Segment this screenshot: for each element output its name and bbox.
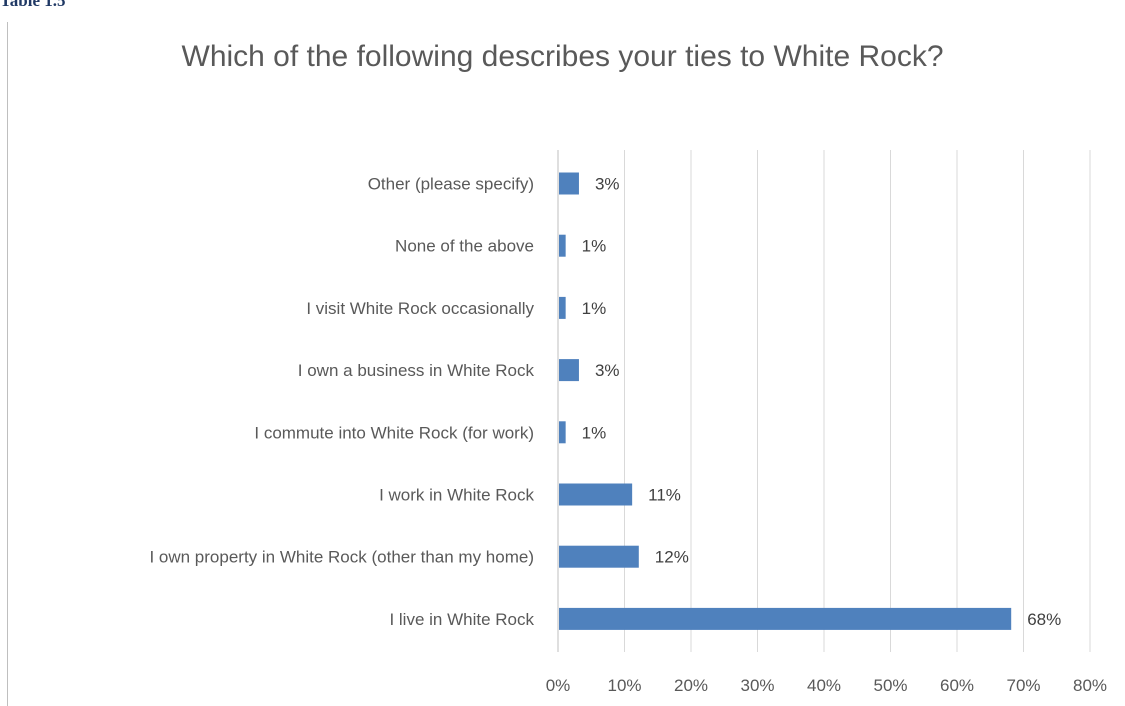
category-label: Other (please specify) — [368, 175, 534, 194]
bar — [559, 296, 566, 319]
category-label: I commute into White Rock (for work) — [254, 423, 534, 442]
data-label: 1% — [582, 237, 607, 256]
gridlines — [557, 150, 1091, 652]
x-tick-label: 40% — [807, 676, 841, 695]
bar — [559, 545, 639, 568]
x-tick-label: 0% — [546, 676, 571, 695]
bar — [559, 234, 566, 257]
data-label: 68% — [1027, 610, 1061, 629]
page-border-line — [7, 22, 8, 706]
table-caption: Table 1.5 — [0, 0, 66, 10]
category-label: I own property in White Rock (other than… — [149, 548, 534, 567]
chart-title: Which of the following describes your ti… — [181, 40, 944, 73]
data-label: 12% — [655, 548, 689, 567]
x-tick-label: 10% — [607, 676, 641, 695]
category-label: I work in White Rock — [379, 486, 534, 505]
category-label: I visit White Rock occasionally — [306, 299, 534, 318]
data-label: 1% — [582, 423, 607, 442]
x-tick-label: 80% — [1073, 676, 1107, 695]
x-tick-label: 30% — [740, 676, 774, 695]
bar — [559, 607, 1012, 630]
data-label: 3% — [595, 175, 620, 194]
bar — [559, 421, 566, 444]
bar — [559, 359, 579, 382]
category-label: None of the above — [395, 237, 534, 256]
x-tick-label: 20% — [674, 676, 708, 695]
bar — [559, 172, 579, 195]
x-tick-label: 50% — [873, 676, 907, 695]
bar — [559, 483, 633, 506]
labels: 0% 10% 20% 30% 40% 50% 60% 70% 80% Other (please … — [149, 175, 1107, 696]
category-label: I live in White Rock — [389, 610, 534, 629]
x-tick-label: 60% — [940, 676, 974, 695]
bars — [559, 172, 1012, 630]
data-label: 11% — [648, 486, 681, 505]
category-label: I own a business in White Rock — [298, 361, 535, 380]
data-label: 1% — [582, 299, 607, 318]
data-label: 3% — [595, 361, 620, 380]
x-tick-label: 70% — [1006, 676, 1040, 695]
